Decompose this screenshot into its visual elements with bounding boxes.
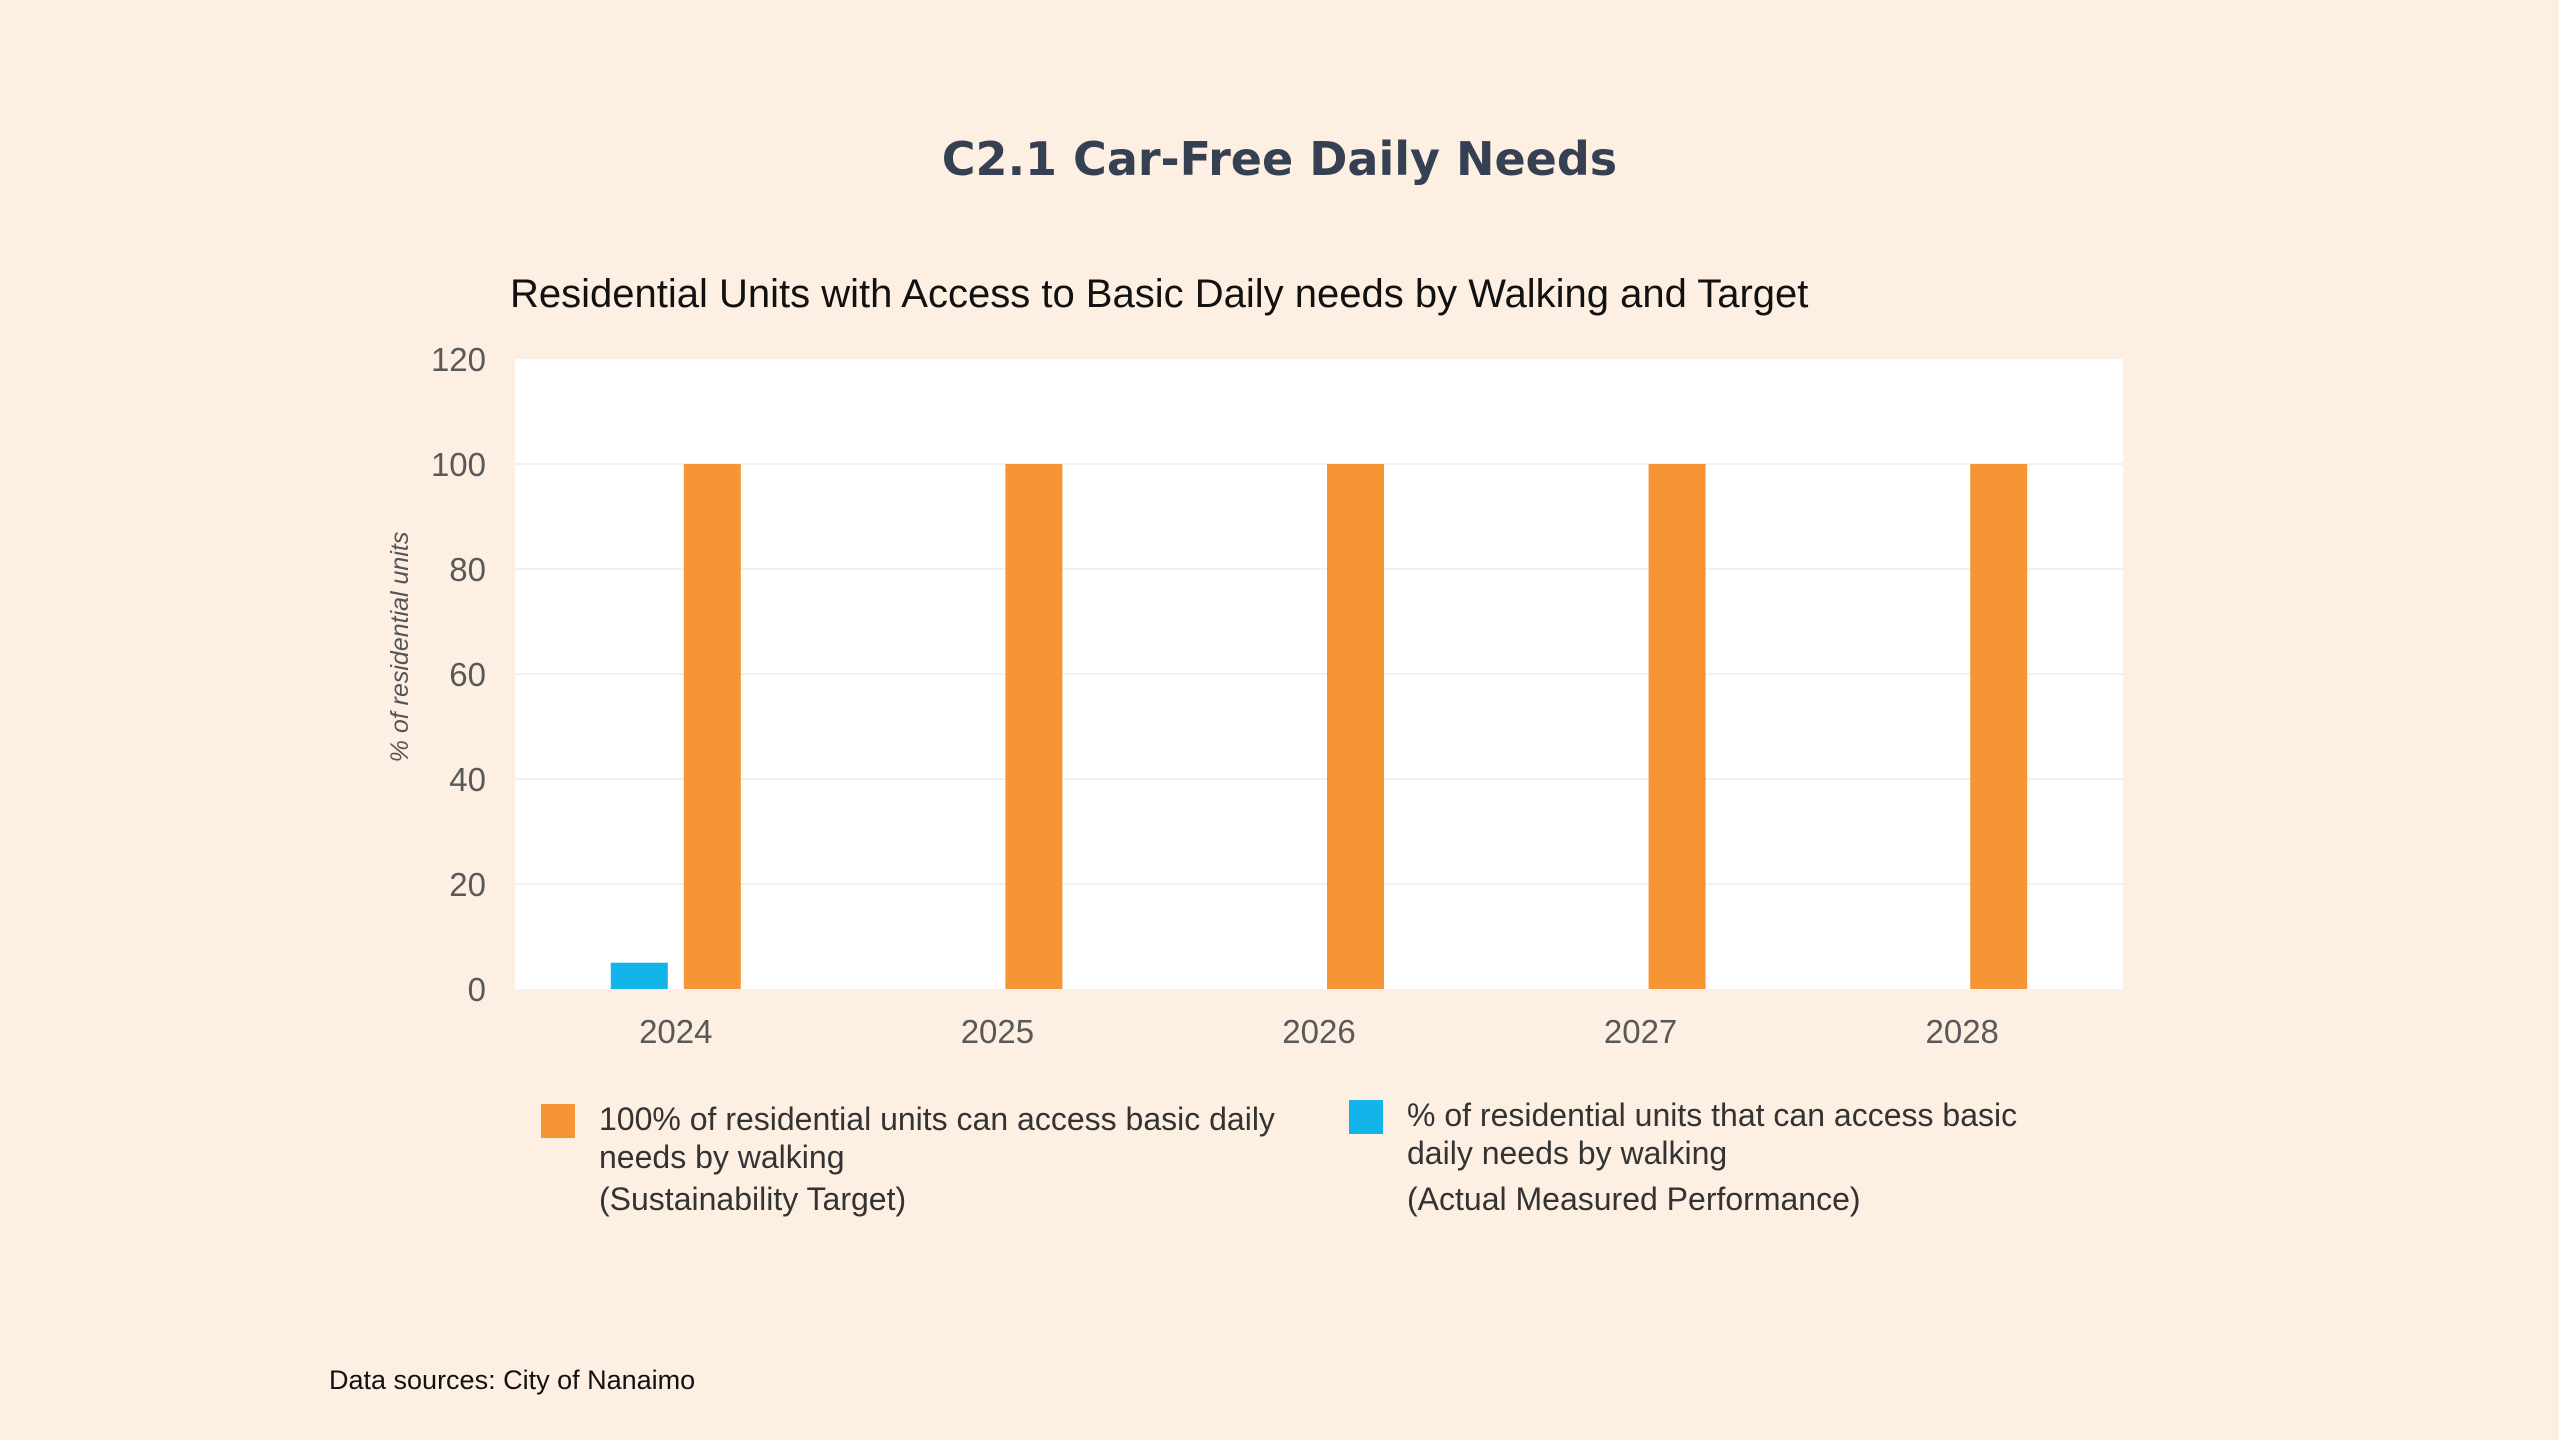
chart-title: Residential Units with Access to Basic D… [510, 272, 1809, 316]
legend-label-target-cont: needs by walking [599, 1139, 845, 1175]
y-tick-label: 0 [468, 971, 486, 1008]
legend-note-target: (Sustainability Target) [599, 1181, 907, 1217]
y-tick-label: 120 [431, 341, 486, 378]
x-tick-label: 2026 [1282, 1013, 1355, 1050]
bar-target [1970, 464, 2028, 989]
y-axis-label: % of residential units [386, 532, 414, 763]
bars [610, 464, 2028, 989]
bar-chart: 0 20 40 60 80 100 120 2024 2025 2026 2027 2028 % o… [386, 341, 2123, 1050]
x-tick-label: 2027 [1604, 1013, 1677, 1050]
legend-item-actual: % of residential units that can access b… [1349, 1096, 2017, 1218]
y-axis-ticks: 0 20 40 60 80 100 120 [431, 341, 486, 1008]
data-source: Data sources: City of Nanaimo [329, 1365, 696, 1395]
y-tick-label: 80 [449, 551, 486, 588]
x-tick-label: 2028 [1925, 1013, 1998, 1050]
gridlines [515, 463, 2123, 885]
x-axis-ticks: 2024 2025 2026 2027 2028 [639, 1013, 1999, 1050]
bar-target [1648, 464, 1706, 989]
bar-target [1327, 464, 1384, 989]
bar-target [1005, 464, 1063, 989]
x-tick-label: 2025 [961, 1013, 1034, 1050]
y-tick-label: 40 [449, 761, 486, 798]
legend-item-target: 100% of residential units can access bas… [541, 1100, 1275, 1218]
bar-actual [610, 962, 668, 989]
y-tick-label: 100 [431, 446, 486, 483]
page-title: C2.1 Car-Free Daily Needs [941, 132, 1618, 186]
y-tick-label: 60 [449, 656, 486, 693]
legend-note-actual: (Actual Measured Performance) [1407, 1181, 1861, 1217]
legend-label-actual-cont: daily needs by walking [1407, 1135, 1728, 1171]
legend-swatch-actual [1349, 1100, 1383, 1134]
legend-label-actual: % of residential units that can access b… [1407, 1097, 2018, 1133]
legend-label-target: 100% of residential units can access bas… [599, 1101, 1275, 1137]
x-tick-label: 2024 [639, 1013, 712, 1050]
bar-target [683, 464, 741, 989]
y-tick-label: 20 [449, 866, 486, 903]
legend-swatch-target [541, 1104, 575, 1138]
